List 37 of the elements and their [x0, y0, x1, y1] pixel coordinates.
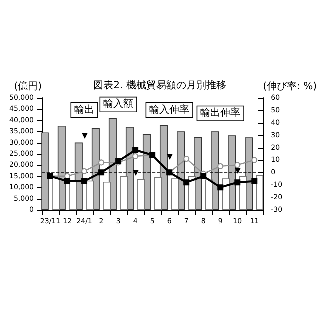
- point: [132, 153, 139, 160]
- bar: [171, 178, 180, 210]
- bar: [120, 176, 128, 210]
- point: [64, 178, 71, 184]
- bar: [137, 179, 146, 210]
- point: [132, 147, 139, 154]
- point: [98, 160, 105, 166]
- y-axis-title: (億円): [14, 80, 42, 92]
- bar: [205, 180, 214, 210]
- bar: [52, 176, 60, 210]
- point: [234, 162, 241, 168]
- point: [218, 184, 224, 191]
- bar: [154, 178, 162, 210]
- point: [82, 168, 88, 174]
- annotation: 輸入伸率: [150, 104, 190, 116]
- point: [252, 178, 258, 184]
- point: [218, 163, 224, 170]
- annotation: 輸出伸率: [200, 107, 241, 120]
- point: [98, 170, 105, 176]
- y2-axis-title: (伸び率: %): [263, 80, 318, 92]
- point: [184, 156, 190, 162]
- bar: [222, 178, 230, 210]
- bar: [188, 176, 196, 210]
- bar: [103, 182, 112, 210]
- point: [184, 180, 190, 186]
- bar: [239, 176, 248, 210]
- annotation: 輸出: [74, 104, 95, 116]
- bar: [42, 132, 49, 210]
- bar: [69, 180, 78, 210]
- bar: [86, 180, 94, 210]
- chart-title: 図表2. 機械貿易額の月別推移: [94, 80, 226, 92]
- point: [82, 178, 88, 184]
- bar: [256, 175, 264, 210]
- annotation: 輸入額: [104, 98, 134, 110]
- point: [200, 173, 207, 180]
- point: [234, 180, 241, 186]
- point: [252, 157, 258, 164]
